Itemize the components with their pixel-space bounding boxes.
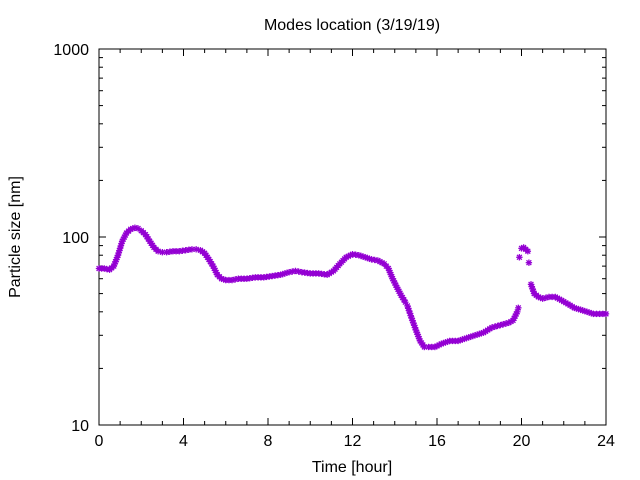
y-tick-label: 10 [71, 418, 89, 435]
x-tick-label: 12 [344, 433, 362, 450]
plot-frame [98, 48, 607, 426]
data-point [154, 248, 162, 255]
axis-ticks [98, 48, 607, 426]
data-point [514, 308, 521, 316]
data-point [524, 248, 532, 255]
x-tick-label: 24 [597, 433, 615, 450]
chart-title: Modes location (3/19/19) [264, 17, 440, 34]
y-tick-label: 100 [62, 230, 89, 247]
y-axis-label: Particle size [nm] [7, 176, 24, 298]
x-tick-label: 20 [513, 433, 531, 450]
x-tick-label: 4 [179, 433, 188, 450]
y-tick-label: 1000 [53, 42, 89, 59]
x-tick-labels: 0 4 8 12 16 20 24 [95, 433, 615, 450]
data-point [602, 310, 610, 318]
data-point [525, 259, 533, 266]
data-point [421, 343, 428, 351]
data-point [515, 304, 522, 312]
x-axis-label: Time [hour] [312, 459, 392, 476]
x-tick-label: 0 [95, 433, 104, 450]
x-tick-label: 8 [264, 433, 273, 450]
x-tick-label: 16 [428, 433, 446, 450]
data-points [95, 224, 610, 351]
data-point [516, 254, 523, 261]
y-tick-labels: 10 100 1000 [53, 42, 89, 435]
